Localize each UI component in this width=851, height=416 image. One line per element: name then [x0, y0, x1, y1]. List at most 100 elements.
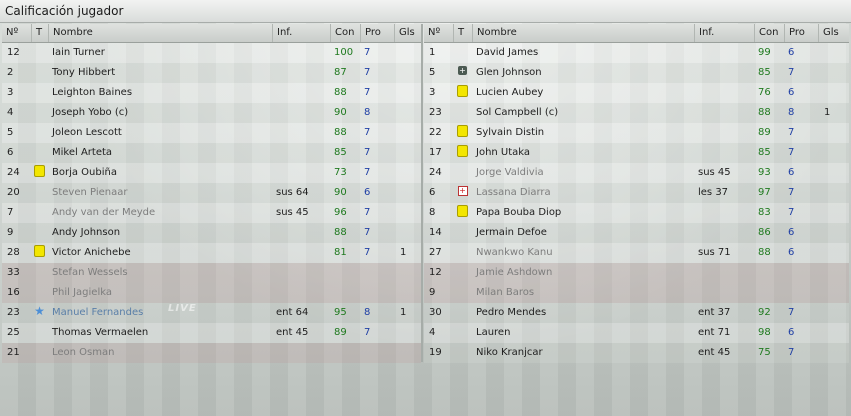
player-row[interactable]: 12 Jamie Ashdown: [424, 263, 849, 283]
player-row[interactable]: 4 Lauren ent 71 98 6: [424, 323, 849, 343]
col-header-pro[interactable]: Pro: [360, 24, 394, 42]
player-number: 6: [7, 147, 14, 158]
player-row[interactable]: 2 Tony Hibbert 87 7: [2, 63, 421, 83]
player-status-cell: [453, 143, 472, 163]
player-name[interactable]: Lassana Diarra: [476, 187, 551, 198]
player-goals: [818, 243, 849, 263]
player-number: 7: [7, 207, 14, 218]
player-row[interactable]: 3 Lucien Aubey 76 6: [424, 83, 849, 103]
player-row[interactable]: 14 Jermain Defoe 86 6: [424, 223, 849, 243]
player-name[interactable]: Leighton Baines: [52, 87, 133, 98]
player-name[interactable]: Papa Bouba Diop: [476, 207, 562, 218]
player-condition: 88: [334, 127, 347, 138]
player-name[interactable]: Glen Johnson: [476, 67, 542, 78]
player-name[interactable]: Sol Campbell (c): [476, 107, 559, 118]
player-name[interactable]: Victor Anichebe: [52, 247, 131, 258]
player-info: [272, 103, 330, 123]
player-name[interactable]: Joleon Lescott: [52, 127, 122, 138]
player-name[interactable]: Manuel Fernandes: [52, 307, 144, 318]
col-header-inf[interactable]: Inf.: [694, 24, 754, 42]
player-row[interactable]: 33 Stefan Wessels: [2, 263, 421, 283]
player-row[interactable]: 19 Niko Kranjcar ent 45 75 7: [424, 343, 849, 363]
player-info: [272, 243, 330, 263]
col-header-gls[interactable]: Gls: [818, 24, 849, 42]
player-row[interactable]: 5 + Glen Johnson 85 7: [424, 63, 849, 83]
player-name[interactable]: Thomas Vermaelen: [52, 327, 149, 338]
player-condition: [754, 283, 784, 303]
player-name[interactable]: Phil Jagielka: [52, 287, 112, 298]
player-name[interactable]: Jermain Defoe: [476, 227, 547, 238]
player-name[interactable]: Jamie Ashdown: [476, 267, 553, 278]
player-name[interactable]: Joseph Yobo (c): [52, 107, 129, 118]
col-header-con[interactable]: Con: [754, 24, 784, 42]
player-row[interactable]: 30 Pedro Mendes ent 37 92 7: [424, 303, 849, 323]
player-row[interactable]: 24 Borja Oubiña 73 7: [2, 163, 421, 183]
col-header-number[interactable]: Nº: [428, 27, 441, 38]
player-row[interactable]: 24 Jorge Valdivia sus 45 93 6: [424, 163, 849, 183]
player-name[interactable]: Tony Hibbert: [52, 67, 116, 78]
player-name[interactable]: Niko Kranjcar: [476, 347, 543, 358]
col-header-pro[interactable]: Pro: [784, 24, 818, 42]
player-name[interactable]: Steven Pienaar: [52, 187, 128, 198]
player-row[interactable]: 28 Victor Anichebe 81 7 1: [2, 243, 421, 263]
player-row[interactable]: 23 Sol Campbell (c) 88 8 1: [424, 103, 849, 123]
player-number: 12: [429, 267, 442, 278]
col-header-number[interactable]: Nº: [6, 27, 19, 38]
player-name[interactable]: Andy Johnson: [52, 227, 121, 238]
player-row[interactable]: 6 Mikel Arteta 85 7: [2, 143, 421, 163]
player-row[interactable]: 8 Papa Bouba Diop 83 7: [424, 203, 849, 223]
player-row[interactable]: 5 Joleon Lescott 88 7: [2, 123, 421, 143]
player-row[interactable]: 7 Andy van der Meyde sus 45 96 7: [2, 203, 421, 223]
player-info: [694, 223, 754, 243]
player-row[interactable]: 9 Andy Johnson 88 7: [2, 223, 421, 243]
player-row[interactable]: 21 Leon Osman: [2, 343, 421, 363]
player-row[interactable]: 27 Nwankwo Kanu sus 71 88 6: [424, 243, 849, 263]
col-header-name[interactable]: Nombre: [472, 24, 694, 42]
player-name[interactable]: Sylvain Distin: [476, 127, 545, 138]
player-name[interactable]: Mikel Arteta: [52, 147, 113, 158]
player-name[interactable]: Iain Turner: [52, 47, 105, 58]
player-name[interactable]: Nwankwo Kanu: [476, 247, 553, 258]
player-name[interactable]: Leon Osman: [52, 347, 115, 358]
player-row[interactable]: 4 Joseph Yobo (c) 90 8: [2, 103, 421, 123]
player-name[interactable]: Lucien Aubey: [476, 87, 544, 98]
player-status-cell: [31, 283, 48, 303]
player-info: ent 45: [698, 347, 731, 358]
player-status-cell: [31, 163, 48, 183]
player-condition: 88: [758, 247, 771, 258]
player-condition: 73: [334, 167, 347, 178]
player-info: [272, 263, 330, 283]
player-row[interactable]: 22 Sylvain Distin 89 7: [424, 123, 849, 143]
player-row[interactable]: 12 Iain Turner 100 7: [2, 43, 421, 63]
player-row[interactable]: 17 John Utaka 85 7: [424, 143, 849, 163]
player-row[interactable]: 25 Thomas Vermaelen ent 45 89 7: [2, 323, 421, 343]
player-status-cell: [453, 243, 472, 263]
player-row[interactable]: 20 Steven Pienaar sus 64 90 6: [2, 183, 421, 203]
player-row[interactable]: 9 Milan Baros: [424, 283, 849, 303]
player-name[interactable]: David James: [476, 47, 539, 58]
player-name[interactable]: John Utaka: [476, 147, 531, 158]
player-name[interactable]: Borja Oubiña: [52, 167, 117, 178]
col-header-t[interactable]: T: [453, 24, 472, 42]
col-header-gls[interactable]: Gls: [394, 24, 421, 42]
player-rating: 7: [788, 67, 795, 78]
player-name[interactable]: Andy van der Meyde: [52, 207, 156, 218]
player-rating: 8: [788, 107, 795, 118]
col-header-name[interactable]: Nombre: [48, 24, 272, 42]
player-row[interactable]: 16 Phil Jagielka: [2, 283, 421, 303]
player-name[interactable]: Stefan Wessels: [52, 267, 128, 278]
player-name[interactable]: Lauren: [476, 327, 511, 338]
player-row[interactable]: 6 + Lassana Diarra les 37 97 7: [424, 183, 849, 203]
col-header-t[interactable]: T: [31, 24, 48, 42]
player-name[interactable]: Milan Baros: [476, 287, 535, 298]
player-name[interactable]: Jorge Valdivia: [476, 167, 544, 178]
player-row[interactable]: 1 David James 99 6: [424, 43, 849, 63]
player-goals: 1: [400, 247, 407, 258]
player-row[interactable]: 3 Leighton Baines 88 7: [2, 83, 421, 103]
col-header-inf[interactable]: Inf.: [272, 24, 330, 42]
col-header-con[interactable]: Con: [330, 24, 360, 42]
player-row[interactable]: 23 ★ Manuel Fernandes ent 64 95 8 1: [2, 303, 421, 323]
player-rating: 6: [788, 327, 795, 338]
player-name[interactable]: Pedro Mendes: [476, 307, 547, 318]
